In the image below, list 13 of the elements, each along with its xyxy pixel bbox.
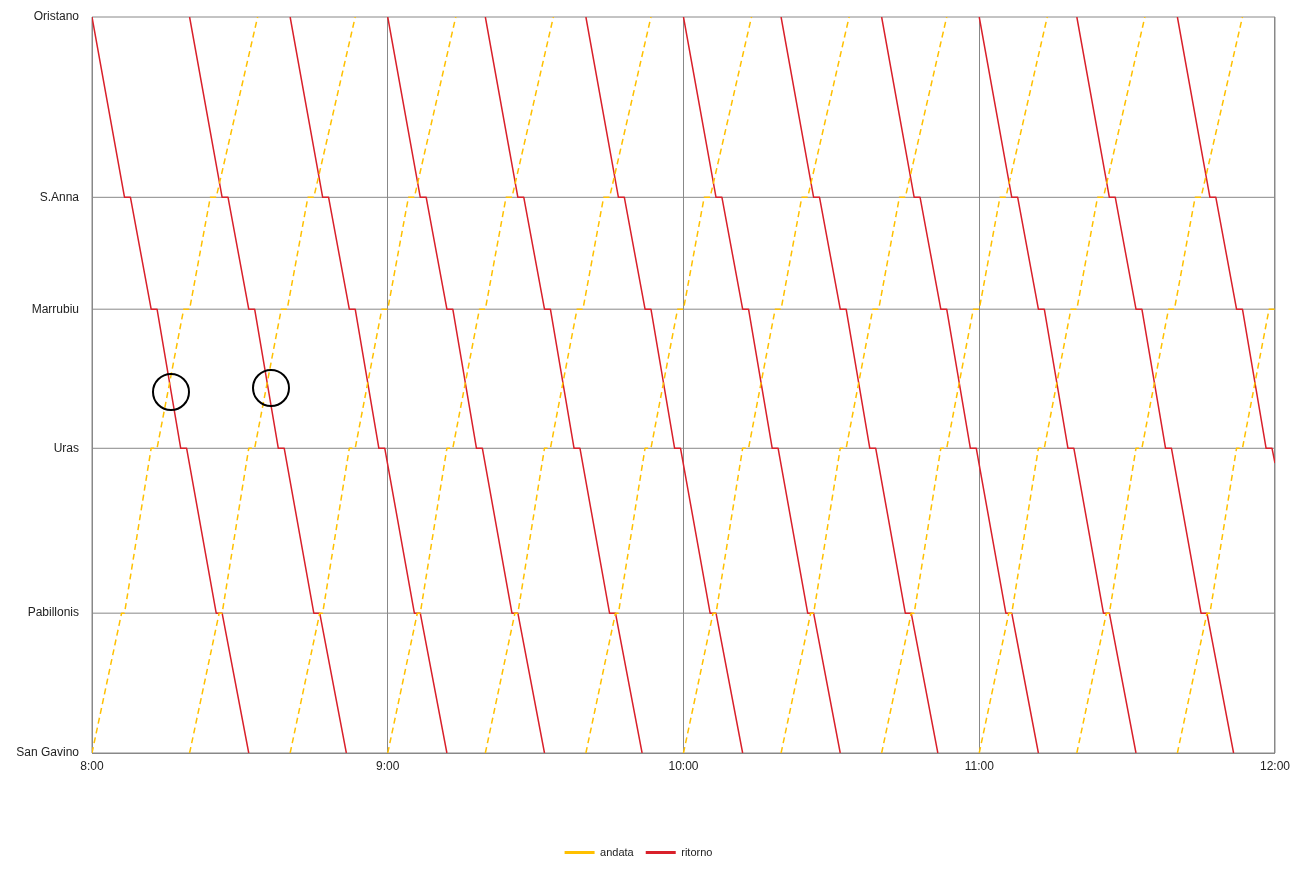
ref-line-label: S.Anna (39, 189, 80, 204)
legend-label: ritorno (681, 845, 713, 858)
x-tick-label: 12:00 (1259, 758, 1291, 773)
text: Oristano (33, 9, 80, 24)
ref-line-label: Uras (53, 440, 79, 455)
x-tick-label: 10:00 (668, 758, 699, 773)
x-tick-label: 11:00 (964, 758, 995, 773)
x-tick-label: 8:00 (80, 758, 104, 773)
ref-line-label: Pabillonis (27, 605, 79, 620)
text: San Gavino (16, 745, 80, 760)
x-tick-label: 9:00 (376, 758, 400, 773)
ref-line-label: Marrubiu (31, 301, 79, 316)
legend-label: andata (600, 845, 635, 858)
